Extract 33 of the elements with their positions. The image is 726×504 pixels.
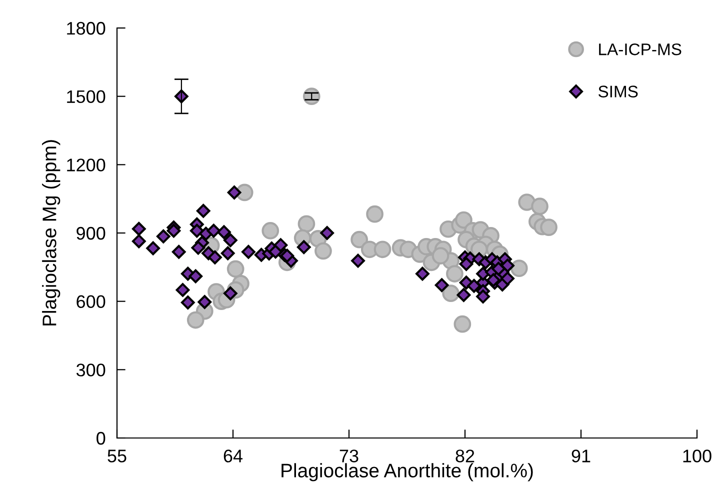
y-tick-label: 600 bbox=[76, 295, 106, 308]
point bbox=[455, 211, 472, 229]
y-tick-label: 300 bbox=[76, 364, 106, 376]
y-tick-label: 0 bbox=[96, 432, 106, 445]
point bbox=[226, 260, 244, 278]
point bbox=[540, 218, 558, 236]
point bbox=[442, 284, 460, 302]
legend-label: SIMS bbox=[598, 86, 638, 98]
point bbox=[432, 247, 450, 264]
y-tick-label: 1800 bbox=[67, 22, 106, 35]
x-tick-label: 100 bbox=[683, 450, 712, 462]
point bbox=[446, 265, 464, 282]
point bbox=[186, 311, 204, 329]
point bbox=[366, 205, 384, 223]
point bbox=[510, 260, 528, 277]
x-tick-label: 91 bbox=[572, 450, 590, 462]
x-tick-label: 64 bbox=[224, 450, 243, 462]
y-axis-title: Plagioclase Mg (ppm) bbox=[42, 140, 60, 326]
x-tick-label: 73 bbox=[340, 450, 358, 462]
x-tick-label: 82 bbox=[456, 450, 474, 462]
legend-label: LA-ICP-MS bbox=[599, 43, 682, 56]
point bbox=[262, 222, 280, 240]
y-tick-label: 1500 bbox=[67, 90, 106, 104]
point bbox=[298, 215, 316, 233]
point bbox=[374, 240, 392, 258]
point bbox=[531, 198, 548, 216]
y-tick-label: 1200 bbox=[67, 158, 106, 172]
point bbox=[314, 242, 332, 260]
point bbox=[454, 315, 472, 333]
point bbox=[350, 230, 368, 248]
x-axis-title: Plagioclase Anorthite (mol.%) bbox=[282, 463, 533, 482]
y-tick-label: 900 bbox=[76, 226, 106, 240]
x-tick-label: 55 bbox=[108, 450, 126, 462]
